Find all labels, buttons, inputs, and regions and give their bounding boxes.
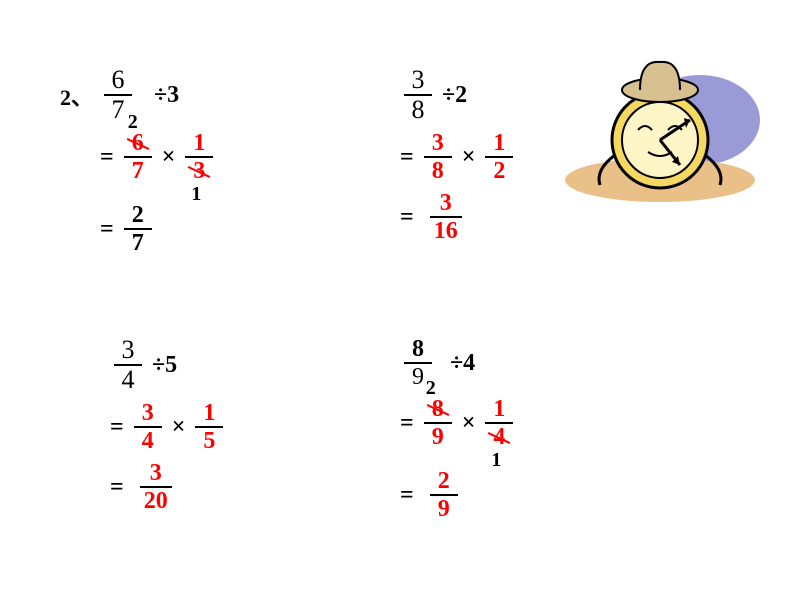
cartoon-clock-illustration [560, 50, 770, 210]
fraction-numerator: 3 [118, 336, 139, 364]
cancel-value: 1 [191, 184, 201, 204]
fraction-numerator: 1 [489, 396, 509, 422]
problem-4: 8 9 ÷4 = 2 8 9 × 1 4 1 = 2 9 [400, 330, 517, 528]
cancel-value: 1 [491, 450, 501, 470]
multiply-sign: × [172, 414, 186, 441]
fraction-numerator: 1 [199, 400, 219, 426]
multiply-sign: × [162, 144, 176, 171]
fraction-numerator: 1 [189, 130, 209, 156]
fraction-denominator: 20 [140, 488, 172, 514]
fraction-denominator: 2 [489, 158, 509, 184]
problem-2: 3 8 ÷2 = 3 8 × 1 2 = 3 16 [400, 60, 517, 250]
fraction-denominator: 7 [108, 96, 129, 124]
divisor: ÷2 [442, 82, 467, 109]
fraction-denominator: 3 [189, 158, 209, 184]
fraction-numerator: 3 [138, 400, 158, 426]
fraction-numerator: 3 [146, 460, 166, 486]
fraction-numerator: 3 [436, 190, 456, 216]
fraction-denominator: 4 [489, 424, 509, 450]
fraction-denominator: 4 [118, 366, 139, 394]
fraction-numerator: 3 [408, 66, 429, 94]
fraction-numerator: 2 [434, 468, 454, 494]
fraction-denominator: 7 [128, 230, 148, 256]
fraction-denominator: 9 [434, 496, 454, 522]
divisor: ÷5 [152, 352, 177, 379]
fraction-numerator: 8 [428, 396, 448, 422]
fraction-denominator: 5 [199, 428, 219, 454]
fraction-numerator: 2 [128, 202, 148, 228]
fraction-denominator: 4 [138, 428, 158, 454]
multiply-sign: × [462, 144, 476, 171]
problem-3: 3 4 ÷5 = 3 4 × 1 5 = 3 20 [110, 330, 227, 520]
fraction-denominator: 9 [428, 424, 448, 450]
fraction-denominator: 8 [408, 96, 429, 124]
cancel-value: 2 [128, 112, 138, 132]
fraction-numerator: 6 [128, 130, 148, 156]
problem-1: 6 7 ÷3 = 2 6 7 × 1 3 1 = 2 7 [100, 60, 217, 262]
fraction-denominator: 16 [430, 218, 462, 244]
cancel-value: 2 [426, 378, 436, 398]
fraction-denominator: 7 [128, 158, 148, 184]
fraction-denominator: 8 [428, 158, 448, 184]
fraction-numerator: 1 [489, 130, 509, 156]
divisor: ÷3 [154, 82, 179, 109]
multiply-sign: × [462, 410, 476, 437]
divisor: ÷4 [450, 350, 475, 377]
fraction-numerator: 8 [408, 336, 428, 362]
fraction-numerator: 3 [428, 130, 448, 156]
fraction-numerator: 6 [108, 66, 129, 94]
section-label: 2、 [60, 80, 93, 112]
